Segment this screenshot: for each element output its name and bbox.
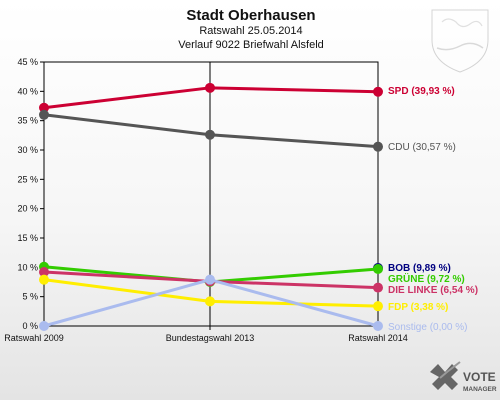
logo-text-manager: MANAGER (463, 386, 497, 393)
data-point (205, 129, 215, 140)
votemanager-logo: VOTE MANAGER (430, 361, 497, 393)
y-tick-label: 15 % (17, 233, 38, 243)
data-point (39, 321, 49, 331)
series-end-label: GRÜNE (9,72 %) (388, 272, 465, 285)
data-point (373, 301, 383, 312)
series-end-label: CDU (30,57 %) (388, 142, 456, 153)
chart-subtitle-election: Ratswahl 25.05.2014 (199, 25, 302, 37)
x-tick-label: Bundestagswahl 2013 (166, 333, 255, 343)
series-end-label: SPD (39,93 %) (388, 86, 455, 97)
data-point (39, 274, 49, 285)
series-end-label: Sonstige (0,00 %) (388, 322, 468, 333)
y-tick-label: 45 % (17, 57, 38, 67)
y-tick-label: 10 % (17, 262, 38, 272)
series-end-label: FDP (3,38 %) (388, 302, 448, 313)
data-point (39, 102, 49, 113)
y-tick-label: 30 % (17, 145, 38, 155)
chart-subtitle-district: Verlauf 9022 Briefwahl Alsfeld (178, 39, 324, 51)
data-point (373, 86, 383, 97)
data-point (373, 263, 383, 274)
logo-text-vote: VOTE (463, 370, 496, 384)
y-tick-label: 40 % (17, 86, 38, 96)
x-tick-label: Ratswahl 2014 (348, 333, 408, 343)
data-point (373, 321, 383, 331)
check-cross-logo-icon (430, 361, 461, 390)
y-tick-label: 20 % (17, 204, 38, 214)
data-point (205, 296, 215, 307)
y-tick-label: 25 % (17, 174, 38, 184)
data-point (205, 82, 215, 93)
x-tick-label: Ratswahl 2009 (4, 333, 64, 343)
series-end-label: BOB (9,89 %) (388, 263, 451, 274)
data-point (373, 141, 383, 152)
series-end-label: DIE LINKE (6,54 %) (388, 285, 478, 296)
data-point (205, 274, 215, 285)
data-point (39, 267, 49, 278)
data-point (373, 282, 383, 293)
y-tick-label: 5 % (22, 292, 38, 302)
data-point (39, 109, 49, 120)
plot-area: 0 % 5 % 10 % 15 % 20 % 25 % 30 % 35 % 40 % 45 % Ra… (4, 57, 478, 343)
y-tick-label: 35 % (17, 116, 38, 126)
chart-title: Stadt Oberhausen (186, 7, 315, 24)
coat-of-arms-icon (431, 9, 489, 73)
y-tick-label: 0 % (22, 321, 38, 331)
